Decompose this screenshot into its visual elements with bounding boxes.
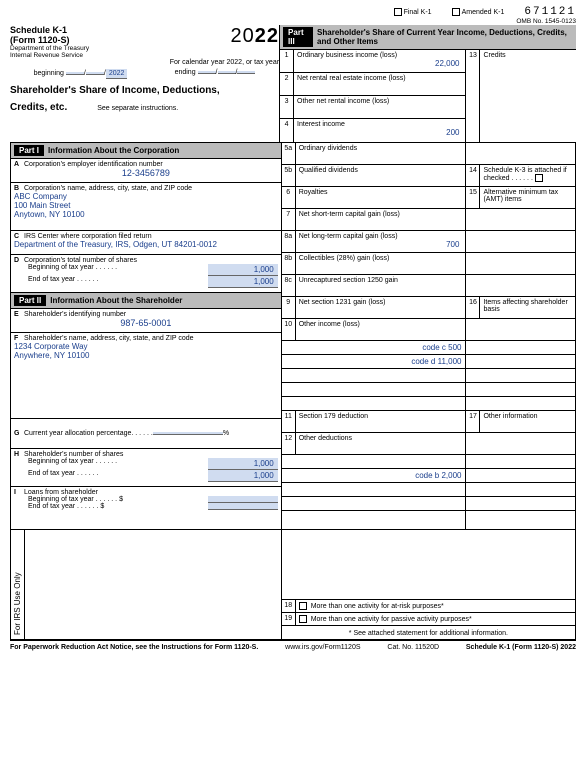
corp-city: Anytown, NY 10100: [14, 210, 278, 219]
line18-checkbox[interactable]: [299, 602, 307, 610]
main-content: Part IInformation About the Corporation …: [10, 143, 576, 530]
line8a-value: 700: [299, 240, 463, 249]
part3-header: Part III Shareholder's Share of Current …: [280, 25, 576, 50]
h-end-value[interactable]: 1,000: [208, 470, 278, 482]
begin-day[interactable]: [86, 72, 104, 75]
main-title2: Credits, etc.: [10, 99, 67, 116]
line15-label: Alternative minimum tax (AMT) items: [480, 187, 575, 208]
footer-cat: Cat. No. 11520D: [387, 644, 439, 651]
schedule-title: Schedule K-1: [10, 25, 89, 35]
calendar-year-text: For calendar year 2022, or tax year: [10, 59, 279, 66]
irs-use-only-section: For IRS Use Only 18 More than one activi…: [10, 530, 576, 640]
line19-label: More than one activity for passive activ…: [311, 616, 472, 623]
main-title: Shareholder's Share of Income, Deduction…: [10, 82, 279, 99]
box-d-label: Corporation's total number of shares: [24, 257, 137, 264]
beginning-label: beginning: [34, 70, 64, 77]
line7-label: Net short-term capital gain (loss): [296, 209, 466, 230]
footer-url: www.irs.gov/Form1120S: [285, 644, 360, 651]
line10-code-a: code c 500: [422, 343, 461, 352]
line17-label: Other information: [480, 411, 575, 432]
line3-label: Other net rental income (loss): [294, 96, 465, 118]
line5b-label: Qualified dividends: [296, 165, 466, 186]
d-begin-value[interactable]: 1,000: [208, 264, 278, 276]
line1-value: 22,000: [297, 59, 462, 68]
box-e-label: Shareholder's identifying number: [24, 311, 126, 318]
line9-label: Net section 1231 gain (loss): [296, 297, 466, 318]
footer-paperwork: For Paperwork Reduction Act Notice, see …: [10, 644, 258, 651]
line2-label: Net rental real estate income (loss): [294, 73, 465, 95]
ending-label: ending: [175, 69, 196, 76]
end-month[interactable]: [198, 71, 216, 74]
corp-addr: 100 Main Street: [14, 201, 278, 210]
box-g-label: Current year allocation percentage: [24, 430, 131, 437]
amended-k1-label: Amended K-1: [462, 9, 505, 16]
footer-form: Schedule K-1 (Form 1120-S) 2022: [466, 644, 576, 651]
part3-title: Shareholder's Share of Current Year Inco…: [317, 28, 573, 46]
i-end-value[interactable]: [208, 503, 278, 510]
see-separate: See separate instructions.: [97, 105, 178, 112]
box-c-value: Department of the Treasury, IRS, Odgen, …: [14, 240, 278, 249]
line8c-label: Unrecaptured section 1250 gain: [296, 275, 466, 296]
part3-label: Part III: [283, 27, 313, 47]
corp-name: ABC Company: [14, 192, 278, 201]
box-i-label: Loans from shareholder: [24, 489, 98, 496]
tax-year: 2022: [231, 25, 280, 48]
i-begin-value[interactable]: [208, 496, 278, 503]
line10-label: Other income (loss): [296, 319, 466, 340]
dept-line2: Internal Revenue Service: [10, 52, 89, 59]
box-a-label: Corporation's employer identification nu…: [24, 161, 163, 168]
box-f-label: Shareholder's name, address, city, state…: [24, 335, 194, 342]
line4-value: 200: [297, 128, 462, 137]
line18-label: More than one activity for at-risk purpo…: [311, 603, 444, 610]
omb-number: OMB No. 1545-0123: [10, 18, 576, 25]
begin-month[interactable]: [66, 72, 84, 75]
line5a-label: Ordinary dividends: [296, 143, 466, 164]
line11-label: Section 179 deduction: [296, 411, 466, 432]
d-end-value[interactable]: 1,000: [208, 276, 278, 288]
box-a-value: 12-3456789: [14, 168, 278, 178]
form-header: Schedule K-1 (Form 1120-S) Department of…: [10, 25, 576, 143]
final-k1-checkbox[interactable]: [394, 8, 402, 16]
line13-label: Credits: [480, 50, 576, 142]
sh-city: Anywhere, NY 10100: [14, 351, 278, 360]
h-begin-value[interactable]: 1,000: [208, 458, 278, 470]
top-row: Final K-1 Amended K-1 671121: [10, 6, 576, 18]
dept-line1: Department of the Treasury: [10, 45, 89, 52]
line16-label: Items affecting shareholder basis: [480, 297, 575, 318]
amended-k1-checkbox[interactable]: [452, 8, 460, 16]
end-year[interactable]: [237, 71, 255, 74]
see-attached: * See attached statement for additional …: [282, 626, 575, 641]
part2-header: Part IIInformation About the Shareholder: [11, 293, 281, 309]
page-footer: For Paperwork Reduction Act Notice, see …: [10, 640, 576, 654]
box-b-label: Corporation's name, address, city, state…: [24, 185, 192, 192]
box-e-value: 987-65-0001: [14, 318, 278, 328]
g-value[interactable]: [153, 432, 223, 435]
part2-title: Information About the Shareholder: [50, 296, 182, 305]
line12-code: code b 2,000: [415, 471, 461, 480]
line8b-label: Collectibles (28%) gain (loss): [296, 253, 466, 274]
part1-header: Part IInformation About the Corporation: [11, 143, 281, 159]
line10-code-b: code d 11,000: [411, 357, 461, 366]
form-page: Final K-1 Amended K-1 671121 OMB No. 154…: [0, 0, 586, 660]
line6-label: Royalties: [296, 187, 466, 208]
begin-year[interactable]: 2022: [106, 69, 128, 79]
line12-label: Other deductions: [296, 433, 466, 454]
part1-title: Information About the Corporation: [48, 146, 179, 155]
k3-checkbox[interactable]: [535, 174, 543, 182]
box-h-label: Shareholder's number of shares: [24, 451, 123, 458]
box-c-label: IRS Center where corporation filed retur…: [24, 233, 152, 240]
line1-label: Ordinary business income (loss): [297, 52, 397, 59]
irs-only-label: For IRS Use Only: [11, 530, 25, 639]
form-barcode: 671121: [524, 6, 576, 18]
form-subtitle: (Form 1120-S): [10, 35, 89, 45]
line4-label: Interest income: [297, 121, 345, 128]
sh-addr: 1234 Corporate Way: [14, 342, 278, 351]
final-k1-label: Final K-1: [404, 9, 432, 16]
line8a-label: Net long-term capital gain (loss): [299, 233, 398, 240]
end-day[interactable]: [218, 71, 236, 74]
line19-checkbox[interactable]: [299, 615, 307, 623]
